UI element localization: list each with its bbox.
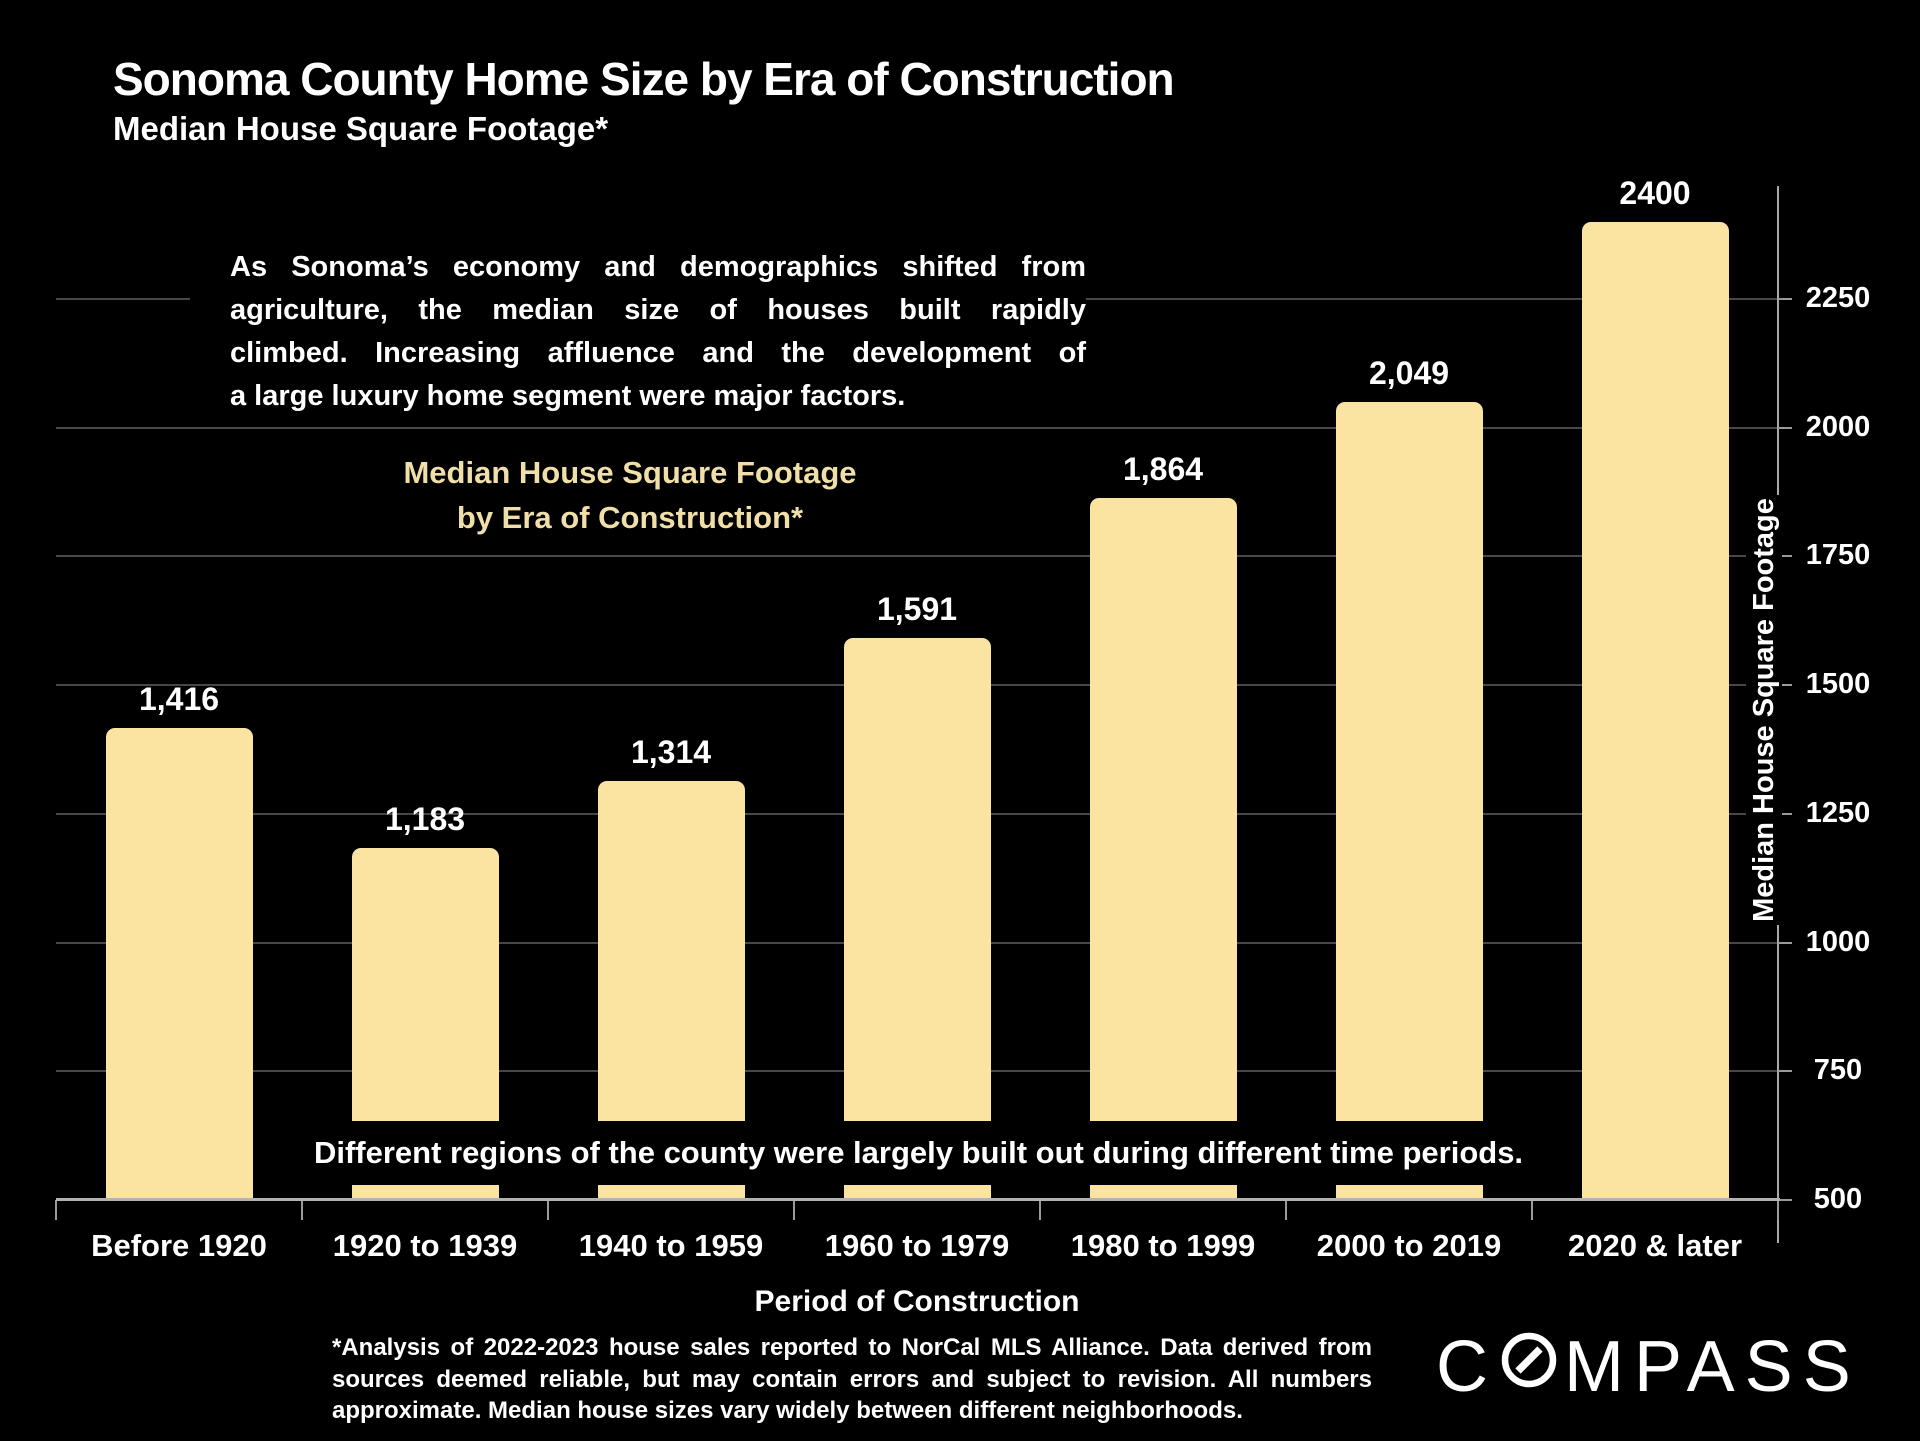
text-line: a large luxury home segment were major f… bbox=[230, 380, 906, 412]
y-tick-label: 1250 bbox=[1805, 796, 1871, 829]
chart-heading-line1: Median House Square Footage bbox=[403, 455, 857, 490]
compass-needle-icon bbox=[1501, 1332, 1557, 1388]
bar-value-label: 1,314 bbox=[630, 733, 712, 770]
y-tick-mark bbox=[1778, 684, 1792, 687]
y-tick-mark bbox=[1778, 1070, 1792, 1073]
y-tick-label: 750 bbox=[1813, 1054, 1863, 1087]
bar-value-label: 1,183 bbox=[384, 801, 466, 838]
gridline bbox=[56, 555, 1778, 558]
x-tick-mark bbox=[547, 1200, 549, 1220]
bar bbox=[105, 728, 253, 1200]
x-tick-mark bbox=[793, 1200, 795, 1220]
chart-heading-line2: by Era of Construction* bbox=[456, 500, 804, 535]
bar bbox=[1335, 402, 1483, 1200]
category-label: Before 1920 bbox=[91, 1228, 267, 1263]
x-tick-mark bbox=[301, 1200, 303, 1220]
page-title: Sonoma County Home Size by Era of Constr… bbox=[113, 53, 1175, 105]
y-axis-title: Median House Square Footage bbox=[1746, 495, 1782, 925]
compass-logo-letter-c: C bbox=[1436, 1327, 1498, 1407]
compass-logo: C MPASS bbox=[1436, 1326, 1861, 1407]
text-line: As Sonoma’s economy and demographics shi… bbox=[230, 251, 1086, 283]
text-line: approximate. Median house sizes vary wid… bbox=[332, 1397, 1243, 1424]
category-label: 1980 to 1999 bbox=[1070, 1228, 1256, 1263]
footnote: *Analysis of 2022-2023 house sales repor… bbox=[332, 1332, 1372, 1427]
chart-heading: Median House Square Footage by Era of Co… bbox=[330, 450, 930, 540]
x-axis-title: Period of Construction bbox=[754, 1285, 1080, 1318]
x-axis-line bbox=[56, 1198, 1780, 1201]
text-line: *Analysis of 2022-2023 house sales repor… bbox=[332, 1334, 1372, 1361]
bar bbox=[843, 638, 991, 1200]
commentary-paragraph: As Sonoma’s economy and demographics shi… bbox=[190, 246, 1086, 418]
text-line: climbed. Increasing affluence and the de… bbox=[230, 337, 1086, 369]
chart-note-text: Different regions of the county were lar… bbox=[313, 1135, 1524, 1170]
gridline bbox=[56, 426, 1778, 429]
y-tick-label: 1000 bbox=[1805, 925, 1871, 958]
category-label: 1940 to 1959 bbox=[578, 1228, 764, 1263]
text-line: sources deemed reliable, but may contain… bbox=[332, 1365, 1372, 1393]
compass-logo-letters-mpass: MPASS bbox=[1564, 1327, 1861, 1407]
y-tick-label: 500 bbox=[1813, 1183, 1863, 1215]
x-tick-mark bbox=[1531, 1200, 1533, 1220]
category-label: 1960 to 1979 bbox=[824, 1228, 1010, 1263]
text-line: agriculture, the median size of houses b… bbox=[230, 294, 1086, 326]
bar-value-label: 2,049 bbox=[1368, 355, 1450, 392]
y-tick-mark bbox=[1778, 1199, 1792, 1201]
bar-value-label: 1,864 bbox=[1122, 450, 1204, 487]
bar bbox=[1089, 497, 1237, 1200]
page-subtitle: Median House Square Footage* bbox=[113, 110, 609, 147]
bar-value-label: 2400 bbox=[1619, 174, 1691, 211]
x-tick-mark bbox=[1285, 1200, 1287, 1220]
y-tick-mark bbox=[1778, 555, 1792, 558]
y-tick-label: 2000 bbox=[1805, 410, 1871, 443]
y-tick-mark bbox=[1778, 812, 1792, 815]
y-tick-label: 2250 bbox=[1805, 282, 1871, 314]
bar bbox=[1581, 221, 1729, 1200]
bar-value-label: 1,416 bbox=[138, 681, 220, 718]
x-tick-mark bbox=[1777, 1200, 1779, 1220]
y-tick-mark bbox=[1778, 298, 1792, 300]
x-tick-mark bbox=[1039, 1200, 1041, 1220]
y-tick-mark bbox=[1778, 941, 1792, 944]
chart-note-band: Different regions of the county were lar… bbox=[262, 1121, 1575, 1185]
category-label: 2000 to 2019 bbox=[1316, 1228, 1502, 1263]
y-tick-mark bbox=[1778, 426, 1792, 429]
y-tick-label: 1500 bbox=[1805, 668, 1871, 701]
category-label: 1920 to 1939 bbox=[332, 1228, 518, 1263]
bar-value-label: 1,591 bbox=[876, 591, 958, 628]
x-tick-mark bbox=[55, 1200, 57, 1220]
y-tick-label: 1750 bbox=[1805, 539, 1871, 572]
category-label: 2020 & later bbox=[1567, 1228, 1743, 1263]
